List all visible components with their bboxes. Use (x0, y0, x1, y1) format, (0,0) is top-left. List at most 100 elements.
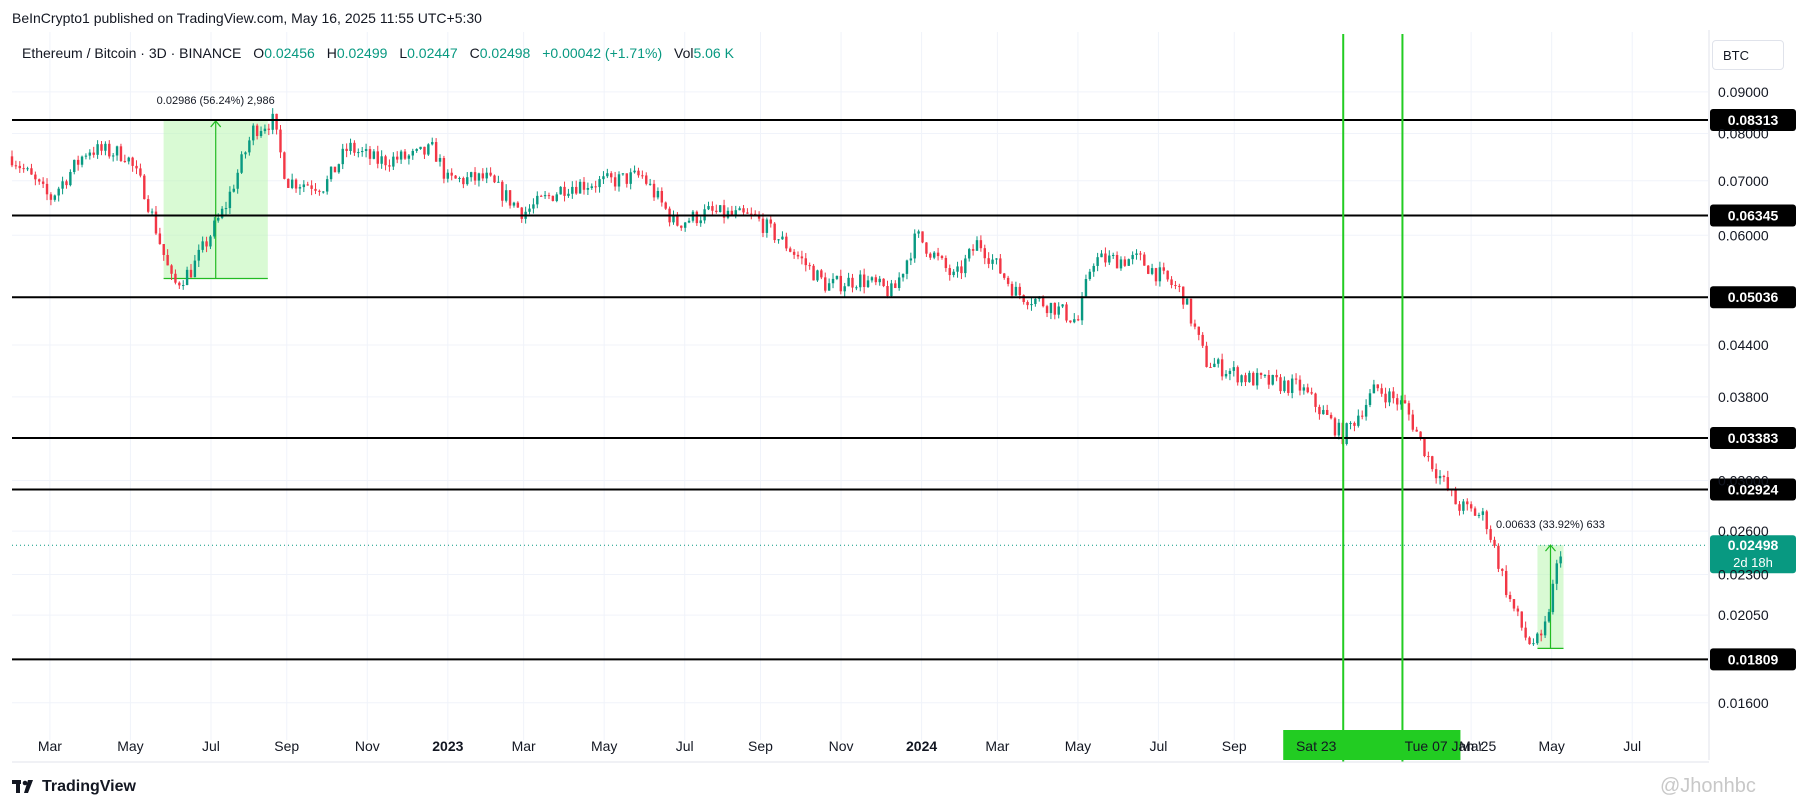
candle-body (1516, 608, 1520, 612)
candle-body (53, 195, 57, 200)
candle-body (166, 254, 169, 266)
candle-body (991, 259, 994, 264)
price-tick-label: 0.02050 (1718, 607, 1769, 623)
candle-body (874, 277, 878, 283)
price-tick-label: 0.01600 (1718, 695, 1769, 711)
candle-body (761, 218, 765, 233)
level-tag-label: 0.08313 (1728, 112, 1779, 128)
price-tick-label: 0.06000 (1718, 227, 1769, 243)
candle-body (1469, 504, 1473, 509)
tradingview-icon (12, 780, 33, 793)
candle-body (567, 193, 570, 196)
candle-body (680, 225, 683, 228)
candlestick-series (10, 108, 1562, 646)
candle-body (333, 166, 337, 173)
candle-body (940, 256, 944, 259)
candle-body (360, 150, 364, 153)
candle-body (999, 258, 1002, 274)
symbol-name[interactable]: Ethereum / Bitcoin · 3D · BINANCE (22, 45, 242, 61)
candle-body (450, 172, 453, 176)
level-tag (1710, 204, 1796, 227)
candle-body (407, 155, 411, 159)
candle-body (458, 177, 461, 179)
candle-body (1271, 374, 1274, 385)
candle-body (1182, 286, 1185, 305)
candle-body (399, 151, 403, 160)
level-tag-label: 0.01809 (1728, 651, 1779, 667)
candle-body (318, 190, 321, 192)
candle-body (108, 143, 111, 157)
candle-body (645, 175, 648, 184)
candle-body (785, 236, 788, 249)
candle-body (1111, 254, 1115, 256)
candle-body (1349, 422, 1352, 424)
watermark-text: @Jhonhbc (1660, 775, 1756, 797)
candle-body (1481, 511, 1485, 515)
candle-body (1551, 583, 1555, 613)
candle-body (1123, 259, 1127, 266)
candle-body (1049, 302, 1053, 314)
candle-body (1104, 253, 1107, 263)
candle-body (411, 150, 414, 156)
candle-body (1014, 286, 1018, 296)
candle-body (1403, 400, 1407, 404)
candle-body (1003, 273, 1006, 278)
candle-body (929, 253, 932, 258)
countdown-label: 2d 18h (1733, 555, 1773, 570)
candle-body (1080, 296, 1084, 321)
candle-body (1446, 477, 1450, 490)
candle-body (466, 177, 469, 185)
candle-body (866, 280, 870, 287)
candle-body (1178, 285, 1181, 287)
candle-body (462, 177, 465, 185)
candle-body (563, 186, 566, 196)
time-tick-label: Mar (1459, 738, 1483, 754)
candle-body (119, 146, 123, 161)
candle-body (1115, 254, 1119, 269)
candle-body (1092, 265, 1095, 272)
time-tick-label: Jul (1623, 738, 1641, 754)
candle-body (1458, 504, 1461, 511)
candle-body (189, 269, 193, 278)
candle-body (551, 195, 555, 201)
candle-body (633, 170, 636, 173)
candle-body (968, 249, 971, 259)
level-tag-label: 0.05036 (1728, 289, 1779, 305)
candle-body (956, 266, 959, 272)
candle-body (1252, 372, 1255, 386)
candle-body (886, 286, 889, 297)
candle-body (236, 172, 239, 189)
candle-body (438, 158, 442, 162)
candle-body (750, 213, 753, 215)
candle-body (481, 173, 485, 179)
candle-body (1267, 374, 1271, 385)
candle-body (781, 236, 784, 240)
candle-body (205, 241, 208, 247)
date-range-highlight (1283, 730, 1461, 760)
candle-body (715, 210, 718, 212)
candle-body (1154, 268, 1158, 282)
price-tick-label: 0.03000 (1718, 472, 1769, 488)
candle-body (1361, 415, 1364, 417)
candle-body (349, 142, 352, 151)
candle-body (1512, 599, 1516, 609)
open-label: O (253, 45, 265, 61)
candle-body (820, 270, 823, 278)
time-tick-label: Mar (38, 738, 62, 754)
tradingview-logo[interactable]: TradingView (12, 778, 136, 796)
candle-body (664, 202, 667, 209)
candle-body (847, 277, 850, 287)
candle-body (816, 270, 819, 281)
candle-body (1466, 501, 1469, 505)
candle-body (594, 186, 597, 188)
candle-body (1010, 283, 1014, 296)
candle-body (901, 273, 905, 278)
currency-button[interactable]: BTC (1712, 40, 1784, 70)
candle-body (1423, 437, 1426, 457)
candle-body (804, 258, 807, 266)
published-caption: BeInCrypto1 published on TradingView.com… (12, 10, 482, 26)
candle-body (1559, 556, 1562, 564)
candle-body (150, 211, 154, 213)
candle-body (1076, 319, 1080, 321)
